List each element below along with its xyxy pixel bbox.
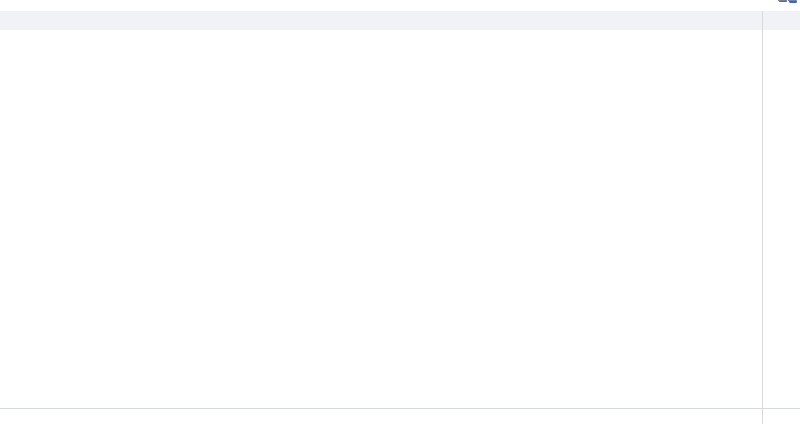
current-price-badge	[779, 0, 797, 3]
time-axis-border	[0, 408, 800, 409]
chart-legend	[0, 11, 800, 30]
low-word-label	[778, 0, 786, 1]
symbol-ticker-label	[779, 0, 787, 2]
low-value-label	[788, 0, 796, 1]
low-price-badge	[778, 0, 796, 1]
last-price-label	[789, 0, 797, 3]
price-axis-border	[762, 11, 763, 424]
